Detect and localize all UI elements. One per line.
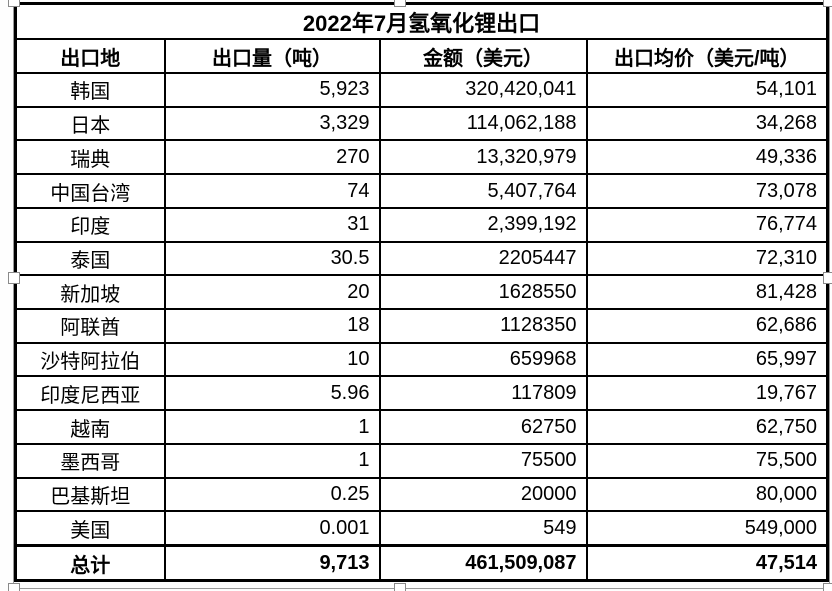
- cell-volume: 10: [163, 341, 381, 378]
- cell-amount: 549: [378, 510, 588, 547]
- table-row: 墨西哥 1 75500 75,500: [14, 442, 829, 479]
- cell-total-avg-price: 47,514: [585, 544, 829, 582]
- cell-avg-price: 34,268: [585, 105, 829, 142]
- header-row: 出口地 出口量（吨） 金额（美元） 出口均价（美元/吨）: [14, 38, 829, 74]
- cell-amount: 659968: [378, 341, 588, 378]
- table-row: 印度尼西亚 5.96 117809 19,767: [14, 375, 829, 412]
- cell-destination: 沙特阿拉伯: [14, 341, 166, 378]
- cell-volume: 18: [163, 308, 381, 344]
- selection-handle-bottom-center[interactable]: [394, 583, 406, 591]
- cell-destination: 印度: [14, 206, 166, 243]
- header-avg-price: 出口均价（美元/吨）: [585, 38, 829, 74]
- cell-avg-price: 80,000: [585, 476, 829, 513]
- cell-avg-price: 75,500: [585, 442, 829, 479]
- cell-volume: 270: [163, 139, 381, 176]
- table-title: 2022年7月氢氧化锂出口: [14, 2, 829, 40]
- selection-handle-top-right[interactable]: [823, 0, 832, 7]
- cell-amount: 114,062,188: [378, 105, 588, 142]
- header-amount: 金额（美元）: [378, 38, 588, 74]
- cell-volume: 1: [163, 442, 381, 479]
- cell-destination: 美国: [14, 510, 166, 547]
- cell-avg-price: 72,310: [585, 240, 829, 277]
- cell-destination: 巴基斯坦: [14, 476, 166, 513]
- cell-destination: 瑞典: [14, 139, 166, 176]
- table-row: 瑞典 270 13,320,979 49,336: [14, 139, 829, 176]
- cell-volume: 74: [163, 173, 381, 209]
- cell-avg-price: 76,774: [585, 206, 829, 243]
- total-row: 总计 9,713 461,509,087 47,514: [14, 544, 829, 582]
- table-row: 越南 1 62750 62,750: [14, 409, 829, 445]
- cell-destination: 越南: [14, 409, 166, 445]
- cell-destination: 印度尼西亚: [14, 375, 166, 412]
- table-row: 沙特阿拉伯 10 659968 65,997: [14, 341, 829, 378]
- selection-handle-middle-right[interactable]: [823, 272, 832, 284]
- cell-destination: 新加坡: [14, 274, 166, 311]
- cell-destination: 泰国: [14, 240, 166, 277]
- cell-volume: 0.001: [163, 510, 381, 547]
- selection-handle-top-left[interactable]: [8, 0, 20, 7]
- cell-destination: 韩国: [14, 72, 166, 108]
- table-row: 阿联酋 18 1128350 62,686: [14, 308, 829, 344]
- export-table[interactable]: 2022年7月氢氧化锂出口 出口地 出口量（吨） 金额（美元） 出口均价（美元/…: [14, 2, 829, 582]
- table-row: 中国台湾 74 5,407,764 73,078: [14, 173, 829, 209]
- cell-avg-price: 62,750: [585, 409, 829, 445]
- cell-avg-price: 65,997: [585, 341, 829, 378]
- cell-amount: 117809: [378, 375, 588, 412]
- cell-total-volume: 9,713: [163, 544, 381, 582]
- cell-avg-price: 81,428: [585, 274, 829, 311]
- cell-amount: 20000: [378, 476, 588, 513]
- cell-amount: 1628550: [378, 274, 588, 311]
- cell-volume: 30.5: [163, 240, 381, 277]
- cell-avg-price: 54,101: [585, 72, 829, 108]
- cell-volume: 0.25: [163, 476, 381, 513]
- cell-avg-price: 549,000: [585, 510, 829, 547]
- table-row: 新加坡 20 1628550 81,428: [14, 274, 829, 311]
- selection-handle-bottom-right[interactable]: [823, 583, 832, 591]
- cell-volume: 5,923: [163, 72, 381, 108]
- cell-volume: 3,329: [163, 105, 381, 142]
- cell-volume: 31: [163, 206, 381, 243]
- table-row: 美国 0.001 549 549,000: [14, 510, 829, 547]
- cell-avg-price: 49,336: [585, 139, 829, 176]
- cell-destination: 阿联酋: [14, 308, 166, 344]
- selection-handle-top-center[interactable]: [394, 0, 406, 7]
- cell-avg-price: 73,078: [585, 173, 829, 209]
- table-row: 泰国 30.5 2205447 72,310: [14, 240, 829, 277]
- header-destination: 出口地: [14, 38, 166, 74]
- cell-total-amount: 461,509,087: [378, 544, 588, 582]
- table-row: 日本 3,329 114,062,188 34,268: [14, 105, 829, 142]
- title-row: 2022年7月氢氧化锂出口: [14, 2, 829, 40]
- table-row: 巴基斯坦 0.25 20000 80,000: [14, 476, 829, 513]
- cell-volume: 1: [163, 409, 381, 445]
- cell-amount: 1128350: [378, 308, 588, 344]
- selection-handle-bottom-left[interactable]: [8, 583, 20, 591]
- header-volume: 出口量（吨）: [163, 38, 381, 74]
- cell-avg-price: 62,686: [585, 308, 829, 344]
- cell-amount: 2,399,192: [378, 206, 588, 243]
- cell-destination: 日本: [14, 105, 166, 142]
- cell-amount: 320,420,041: [378, 72, 588, 108]
- cell-total-label: 总计: [14, 544, 166, 582]
- cell-amount: 75500: [378, 442, 588, 479]
- cell-volume: 20: [163, 274, 381, 311]
- cell-amount: 62750: [378, 409, 588, 445]
- selection-handle-middle-left[interactable]: [8, 272, 20, 284]
- table-row: 韩国 5,923 320,420,041 54,101: [14, 72, 829, 108]
- table-row: 印度 31 2,399,192 76,774: [14, 206, 829, 243]
- cell-avg-price: 19,767: [585, 375, 829, 412]
- cell-destination: 墨西哥: [14, 442, 166, 479]
- cell-amount: 5,407,764: [378, 173, 588, 209]
- cell-amount: 2205447: [378, 240, 588, 277]
- cell-destination: 中国台湾: [14, 173, 166, 209]
- cell-volume: 5.96: [163, 375, 381, 412]
- cell-amount: 13,320,979: [378, 139, 588, 176]
